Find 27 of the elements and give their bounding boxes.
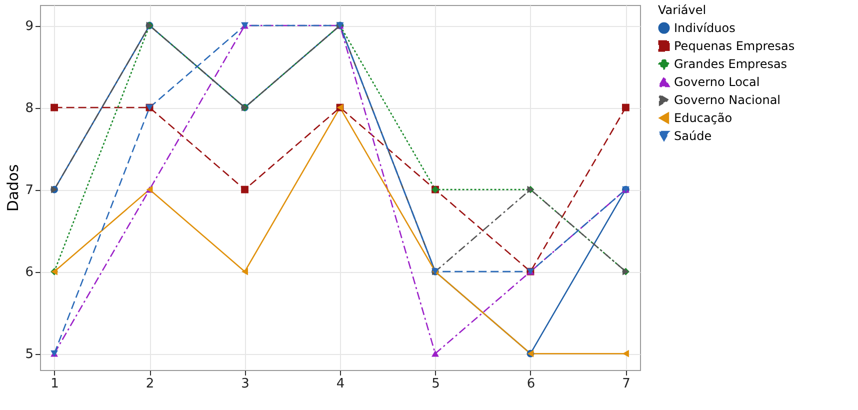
point — [241, 186, 248, 194]
y-axis-title: Dados — [4, 164, 22, 212]
x-tick-label: 6 — [526, 376, 536, 392]
legend-label: Indivíduos — [674, 21, 736, 35]
legend-title: Variável — [658, 3, 706, 17]
point — [432, 350, 439, 357]
x-tick-label: 5 — [432, 376, 440, 392]
x-tick-label: 2 — [146, 376, 154, 392]
point — [242, 268, 248, 276]
legend-label: Saúde — [674, 129, 712, 143]
x-tick-label: 7 — [622, 376, 630, 392]
legend-label: Educação — [674, 111, 732, 125]
legend-label: Grandes Empresas — [674, 57, 788, 71]
x-tick-label: 4 — [336, 376, 345, 392]
y-tick-label: 9 — [25, 19, 34, 34]
point — [50, 104, 58, 112]
y-tick-label: 6 — [25, 265, 34, 280]
y-tick-label: 7 — [25, 183, 34, 198]
point — [622, 104, 630, 112]
legend-label: Pequenas Empresas — [674, 39, 795, 53]
y-tick-label: 5 — [25, 347, 34, 362]
point — [622, 350, 629, 358]
y-tick-label: 8 — [25, 101, 34, 116]
legend-label: Governo Nacional — [674, 93, 781, 107]
x-tick-label: 3 — [241, 376, 250, 392]
x-tick-label: 1 — [50, 376, 59, 392]
legend-label: Governo Local — [674, 75, 760, 89]
